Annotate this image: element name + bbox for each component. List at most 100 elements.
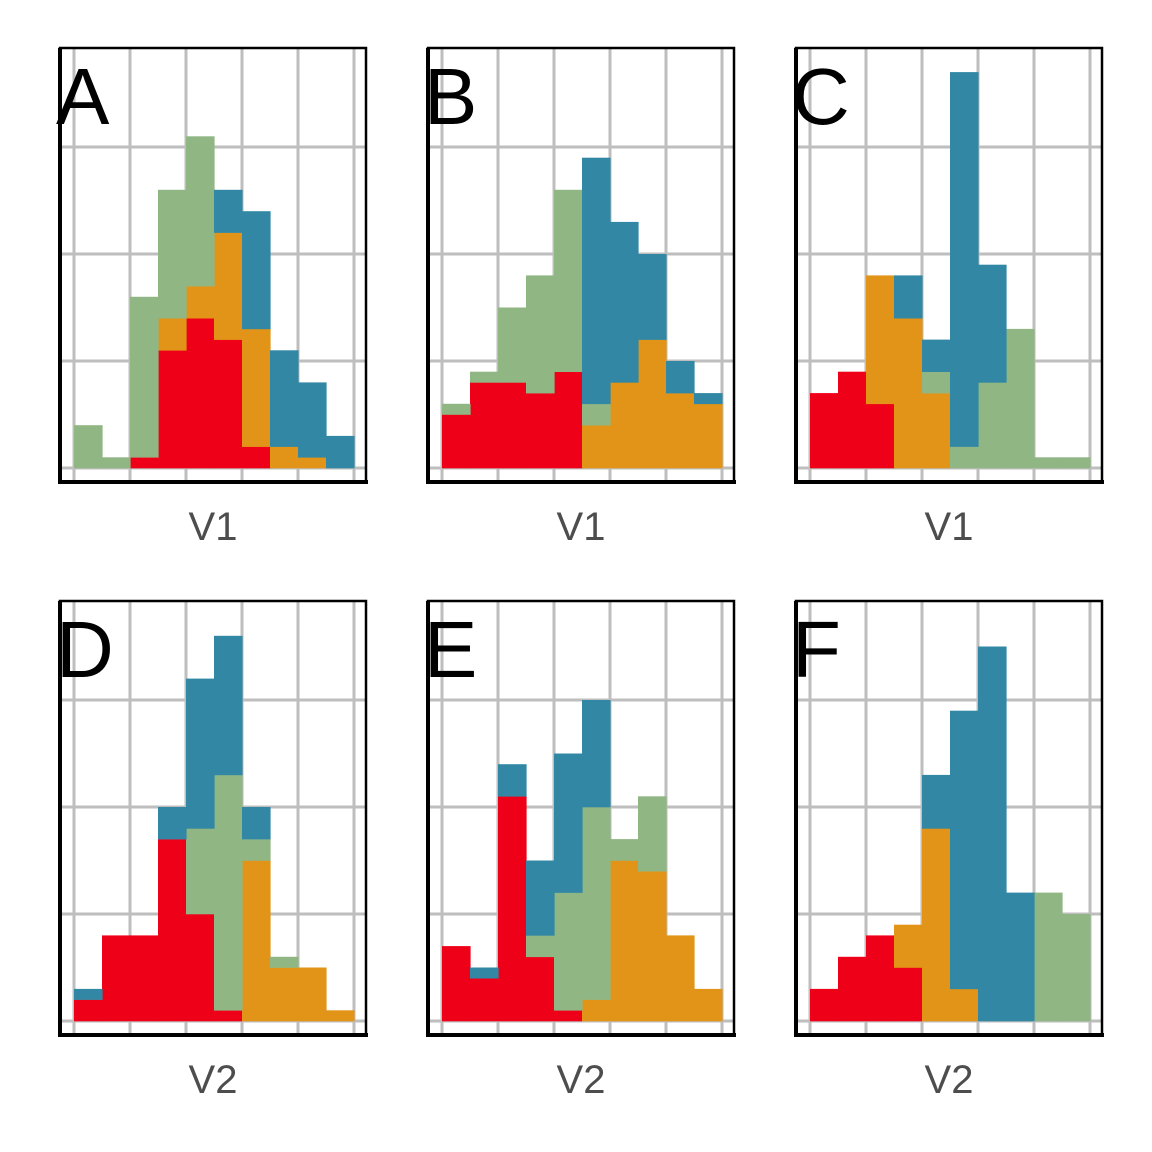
bar-orange-bin-6 [214, 232, 243, 340]
series-red [810, 371, 895, 469]
bar-orange-bin-9 [298, 457, 327, 469]
bar-red-bin-3 [866, 935, 895, 1022]
bar-blue-bin-6 [214, 189, 243, 233]
panel-letter: F [792, 605, 841, 694]
bar-blue-bin-4 [894, 275, 923, 319]
bar-orange-bin-4 [158, 318, 187, 351]
bar-orange-bin-10 [694, 988, 723, 1022]
series-green [526, 796, 667, 1011]
bar-green-bin-8 [270, 956, 299, 968]
bar-red-bin-4 [894, 967, 923, 1022]
bar-green-bin-6 [582, 403, 611, 426]
bar-orange-bin-9 [666, 935, 695, 1022]
series-blue [582, 157, 723, 405]
bar-blue-bin-1 [74, 988, 103, 1000]
series-blue [470, 700, 611, 979]
bar-blue-bin-7 [610, 221, 639, 383]
bar-orange-bin-5 [186, 286, 215, 319]
bar-green-bin-3 [130, 296, 159, 458]
bar-orange-bin-5 [922, 828, 951, 1022]
bar-orange-bin-6 [582, 999, 611, 1022]
bar-blue-bin-4 [158, 807, 187, 840]
bar-blue-bin-3 [498, 764, 527, 797]
panel-letter: E [424, 605, 477, 694]
panel-d: D V2 [56, 599, 368, 1102]
bar-green-bin-7 [610, 839, 639, 861]
bar-blue-bin-7 [242, 807, 271, 840]
series-orange [582, 860, 723, 1022]
series-green [1034, 892, 1091, 1022]
bar-red-bin-3 [498, 796, 527, 1022]
series-blue [214, 189, 355, 469]
bar-green-bin-6 [950, 446, 979, 469]
bar-red-bin-2 [838, 371, 867, 469]
bar-red-bin-6 [214, 339, 243, 469]
bar-green-bin-8 [638, 796, 667, 872]
series-red [130, 318, 271, 469]
x-axis-label: V2 [925, 1058, 974, 1102]
series-blue [74, 635, 271, 1000]
series-blue [922, 646, 1035, 1022]
bar-red-bin-2 [838, 956, 867, 1022]
panel-letter: D [56, 605, 114, 694]
x-axis-label: V1 [925, 505, 974, 549]
bar-blue-bin-9 [666, 361, 695, 394]
series-orange [242, 860, 355, 1022]
bar-red-bin-2 [470, 978, 499, 1022]
bar-blue-bin-6 [950, 710, 979, 990]
bar-red-bin-3 [130, 457, 159, 469]
x-axis-label: V2 [557, 1058, 606, 1102]
bar-blue-bin-5 [554, 753, 583, 893]
bar-red-bin-3 [866, 403, 895, 469]
bar-orange-bin-7 [610, 382, 639, 469]
bar-orange-bin-7 [242, 328, 271, 447]
series-orange [894, 828, 979, 1022]
bar-orange-bin-5 [922, 393, 951, 469]
series-green [442, 189, 611, 426]
bar-green-bin-6 [214, 774, 243, 1011]
bar-red-bin-2 [102, 935, 131, 1022]
bar-green-bin-10 [1062, 914, 1091, 1022]
panel-letter: B [424, 52, 477, 141]
bar-green-bin-1 [442, 403, 471, 415]
bar-red-bin-4 [158, 839, 187, 1022]
x-axis-label: V1 [557, 505, 606, 549]
bar-red-bin-1 [442, 946, 471, 1022]
bar-blue-bin-5 [186, 678, 215, 829]
bar-green-bin-2 [470, 371, 499, 383]
bar-blue-bin-8 [638, 254, 667, 340]
bar-blue-bin-6 [950, 72, 979, 447]
bar-orange-bin-8 [270, 446, 299, 469]
bar-green-bin-8 [1006, 328, 1035, 469]
panel-f: F V2 [792, 599, 1104, 1102]
bar-green-bin-7 [242, 839, 271, 861]
bar-red-bin-5 [554, 371, 583, 469]
bar-orange-bin-7 [242, 860, 271, 1022]
series-orange [866, 275, 951, 469]
bar-green-bin-10 [1062, 457, 1091, 469]
series-green [186, 774, 299, 1011]
bar-green-bin-5 [186, 828, 215, 915]
bar-blue-bin-7 [978, 646, 1007, 1022]
bar-red-bin-4 [526, 956, 555, 1022]
bar-red-bin-2 [470, 382, 499, 469]
bar-orange-bin-7 [610, 860, 639, 1022]
bar-red-bin-3 [130, 935, 159, 1022]
bar-green-bin-4 [158, 189, 187, 319]
bar-orange-bin-6 [582, 425, 611, 469]
bar-orange-bin-4 [894, 318, 923, 469]
bar-blue-bin-5 [922, 774, 951, 829]
bar-red-bin-1 [74, 999, 103, 1022]
bar-red-bin-5 [554, 1010, 583, 1022]
series-red [442, 796, 583, 1022]
panel-letter: C [792, 52, 850, 141]
bar-blue-bin-6 [582, 157, 611, 405]
bar-red-bin-4 [526, 393, 555, 469]
bar-green-bin-7 [978, 382, 1007, 469]
series-green [922, 328, 1091, 469]
bar-blue-bin-10 [694, 393, 723, 405]
x-axis-label: V1 [189, 505, 238, 549]
bar-red-bin-3 [498, 382, 527, 469]
bar-orange-bin-6 [950, 988, 979, 1022]
bar-orange-bin-3 [866, 275, 895, 405]
